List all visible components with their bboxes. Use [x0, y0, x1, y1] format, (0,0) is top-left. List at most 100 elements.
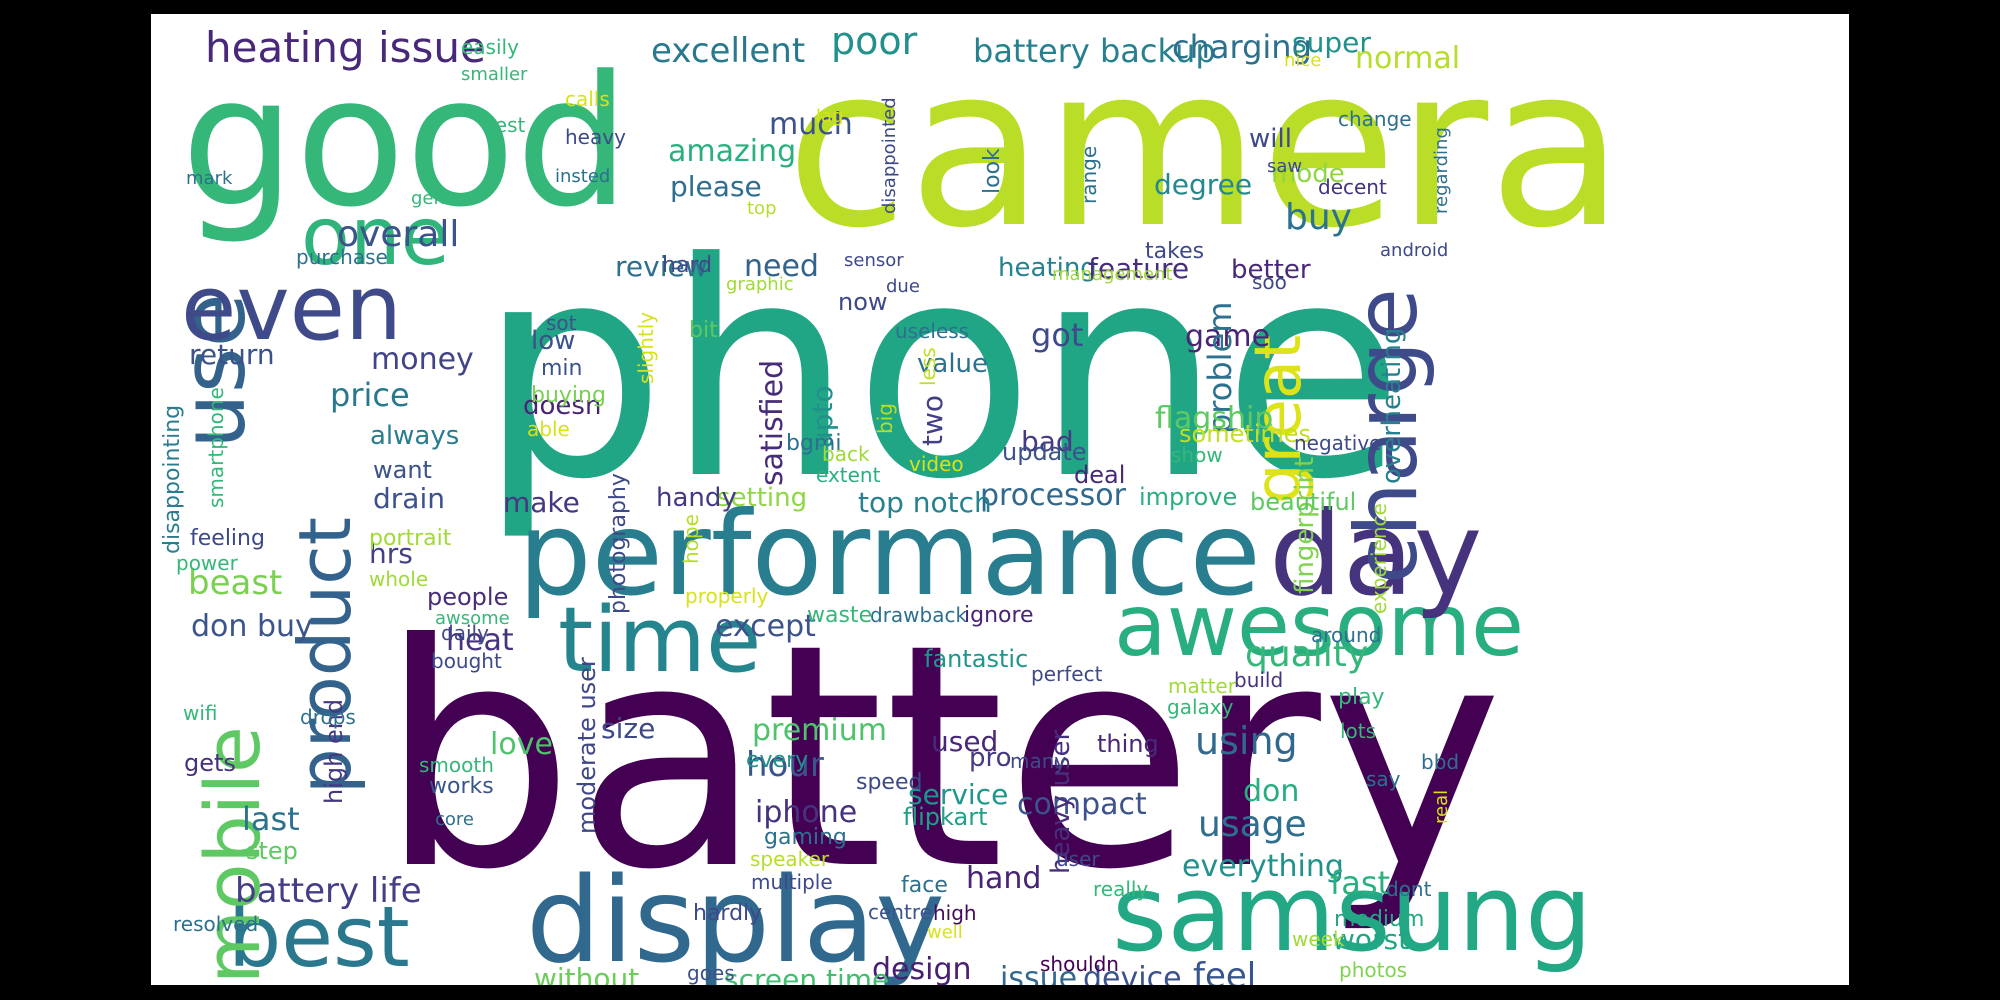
- word-heat: heat: [446, 623, 514, 658]
- word-portrait: portrait: [369, 526, 452, 551]
- word-overall: overall: [337, 214, 459, 255]
- word-without: without: [534, 962, 639, 985]
- word-deal: deal: [1074, 461, 1125, 489]
- word-daily: daily: [441, 621, 489, 645]
- word-samsung: samsung: [1112, 852, 1592, 975]
- word-bought: bought: [431, 649, 502, 673]
- word-game: game: [1185, 319, 1270, 354]
- word-degree: degree: [1154, 168, 1252, 201]
- word-hrs: hrs: [369, 537, 413, 570]
- word-step: step: [246, 837, 298, 865]
- word-phone: phone: [478, 199, 1404, 544]
- word-handy: handy: [656, 483, 737, 513]
- word-don-buy: don buy: [191, 609, 313, 644]
- word-heavy-user: heavy user: [1046, 730, 1076, 874]
- word-feeling: feeling: [190, 526, 265, 551]
- word-beautiful: beautiful: [1250, 488, 1356, 516]
- word-decent: decent: [1318, 175, 1387, 199]
- word-sometimes: sometimes: [1179, 420, 1311, 448]
- word-cloud: battery phone camera good performance display…: [151, 14, 1849, 985]
- word-buy: buy: [1285, 197, 1352, 238]
- word-sot: sot: [546, 311, 577, 335]
- word-feel: feel: [1193, 956, 1256, 985]
- word-centre: centre: [868, 900, 932, 924]
- word-dont: dont: [1386, 877, 1432, 901]
- word-time: time: [558, 588, 761, 693]
- word-two: two: [916, 395, 949, 446]
- word-management: management: [1052, 264, 1173, 285]
- word-now: now: [838, 288, 888, 316]
- word-usage: usage: [1198, 804, 1307, 845]
- word-fast: fast: [1330, 864, 1390, 902]
- word-disappointed: disappointed: [879, 97, 900, 214]
- word-look: look: [980, 148, 1005, 194]
- word-bgmi: bgmi: [786, 431, 841, 456]
- word-hope: hope: [679, 514, 703, 564]
- word-high-end: high end: [320, 699, 348, 804]
- word-please: please: [670, 170, 762, 203]
- word-using: using: [1195, 719, 1298, 763]
- word-awsome: awsome: [435, 608, 510, 629]
- word-speaker: speaker: [750, 847, 830, 871]
- word-great: great: [1242, 335, 1316, 504]
- word-sensor: sensor: [844, 250, 904, 271]
- word-face: face: [901, 873, 948, 898]
- word-min: min: [541, 356, 583, 381]
- word-pro: pro: [969, 743, 1012, 773]
- word-moderate-user: moderate user: [573, 657, 601, 834]
- word-week: week: [1292, 927, 1345, 951]
- word-best: best: [228, 888, 410, 985]
- word-better: better: [1231, 255, 1311, 285]
- word-update: update: [1002, 438, 1087, 466]
- word-charge: charge: [1337, 288, 1437, 584]
- word-back: back: [822, 442, 870, 466]
- word-mobile: mobile: [188, 726, 277, 984]
- word-need: need: [744, 249, 819, 284]
- word-upto: upto: [806, 385, 839, 449]
- word-android: android: [1380, 240, 1448, 261]
- word-even: even: [181, 256, 402, 361]
- word-design: design: [872, 952, 972, 985]
- word-don: don: [1243, 774, 1299, 809]
- word-really: really: [1093, 877, 1148, 901]
- word-resolved: resolved: [173, 912, 258, 936]
- word-low: low: [531, 326, 575, 356]
- word-everything: everything: [1182, 849, 1344, 884]
- word-bbd: bbd: [1421, 750, 1459, 774]
- word-soo: soo: [1252, 270, 1287, 294]
- word-screen-time: screen time: [724, 963, 889, 985]
- word-excellent: excellent: [651, 31, 805, 71]
- word-flagship: flagship: [1155, 401, 1273, 436]
- word-overheating: overheating: [1377, 328, 1407, 484]
- word-people: people: [427, 583, 508, 611]
- word-money: money: [371, 342, 474, 377]
- word-photos: photos: [1339, 958, 1407, 982]
- word-battery-life: battery life: [235, 871, 422, 911]
- word-calls: calls: [565, 87, 610, 111]
- word-goes: goes: [687, 961, 735, 985]
- word-able: able: [527, 417, 570, 441]
- word-amazing: amazing: [668, 134, 796, 169]
- word-smaller: smaller: [461, 64, 528, 85]
- word-doesn: doesn: [523, 391, 601, 421]
- word-awesome: awesome: [1114, 576, 1524, 676]
- word-mark: mark: [186, 168, 233, 189]
- word-experience: experience: [1367, 503, 1391, 614]
- word-drops: drops: [300, 705, 356, 729]
- word-user: user: [1056, 847, 1100, 871]
- word-top-notch: top notch: [858, 486, 992, 519]
- word-useless: useless: [895, 319, 969, 343]
- word-gen: gen: [411, 188, 445, 209]
- word-got: got: [1031, 316, 1083, 354]
- word-feature: feature: [1088, 252, 1189, 285]
- word-takes: takes: [1145, 239, 1204, 264]
- word-want: want: [373, 456, 432, 484]
- word-medium: medium: [1334, 907, 1424, 932]
- word-price: price: [330, 376, 410, 414]
- word-value: value: [917, 349, 988, 379]
- word-graphic: graphic: [726, 274, 794, 295]
- word-gets: gets: [184, 749, 236, 777]
- word-purchase: purchase: [296, 245, 388, 269]
- word-bit: bit: [689, 318, 718, 343]
- word-processor: processor: [980, 478, 1127, 513]
